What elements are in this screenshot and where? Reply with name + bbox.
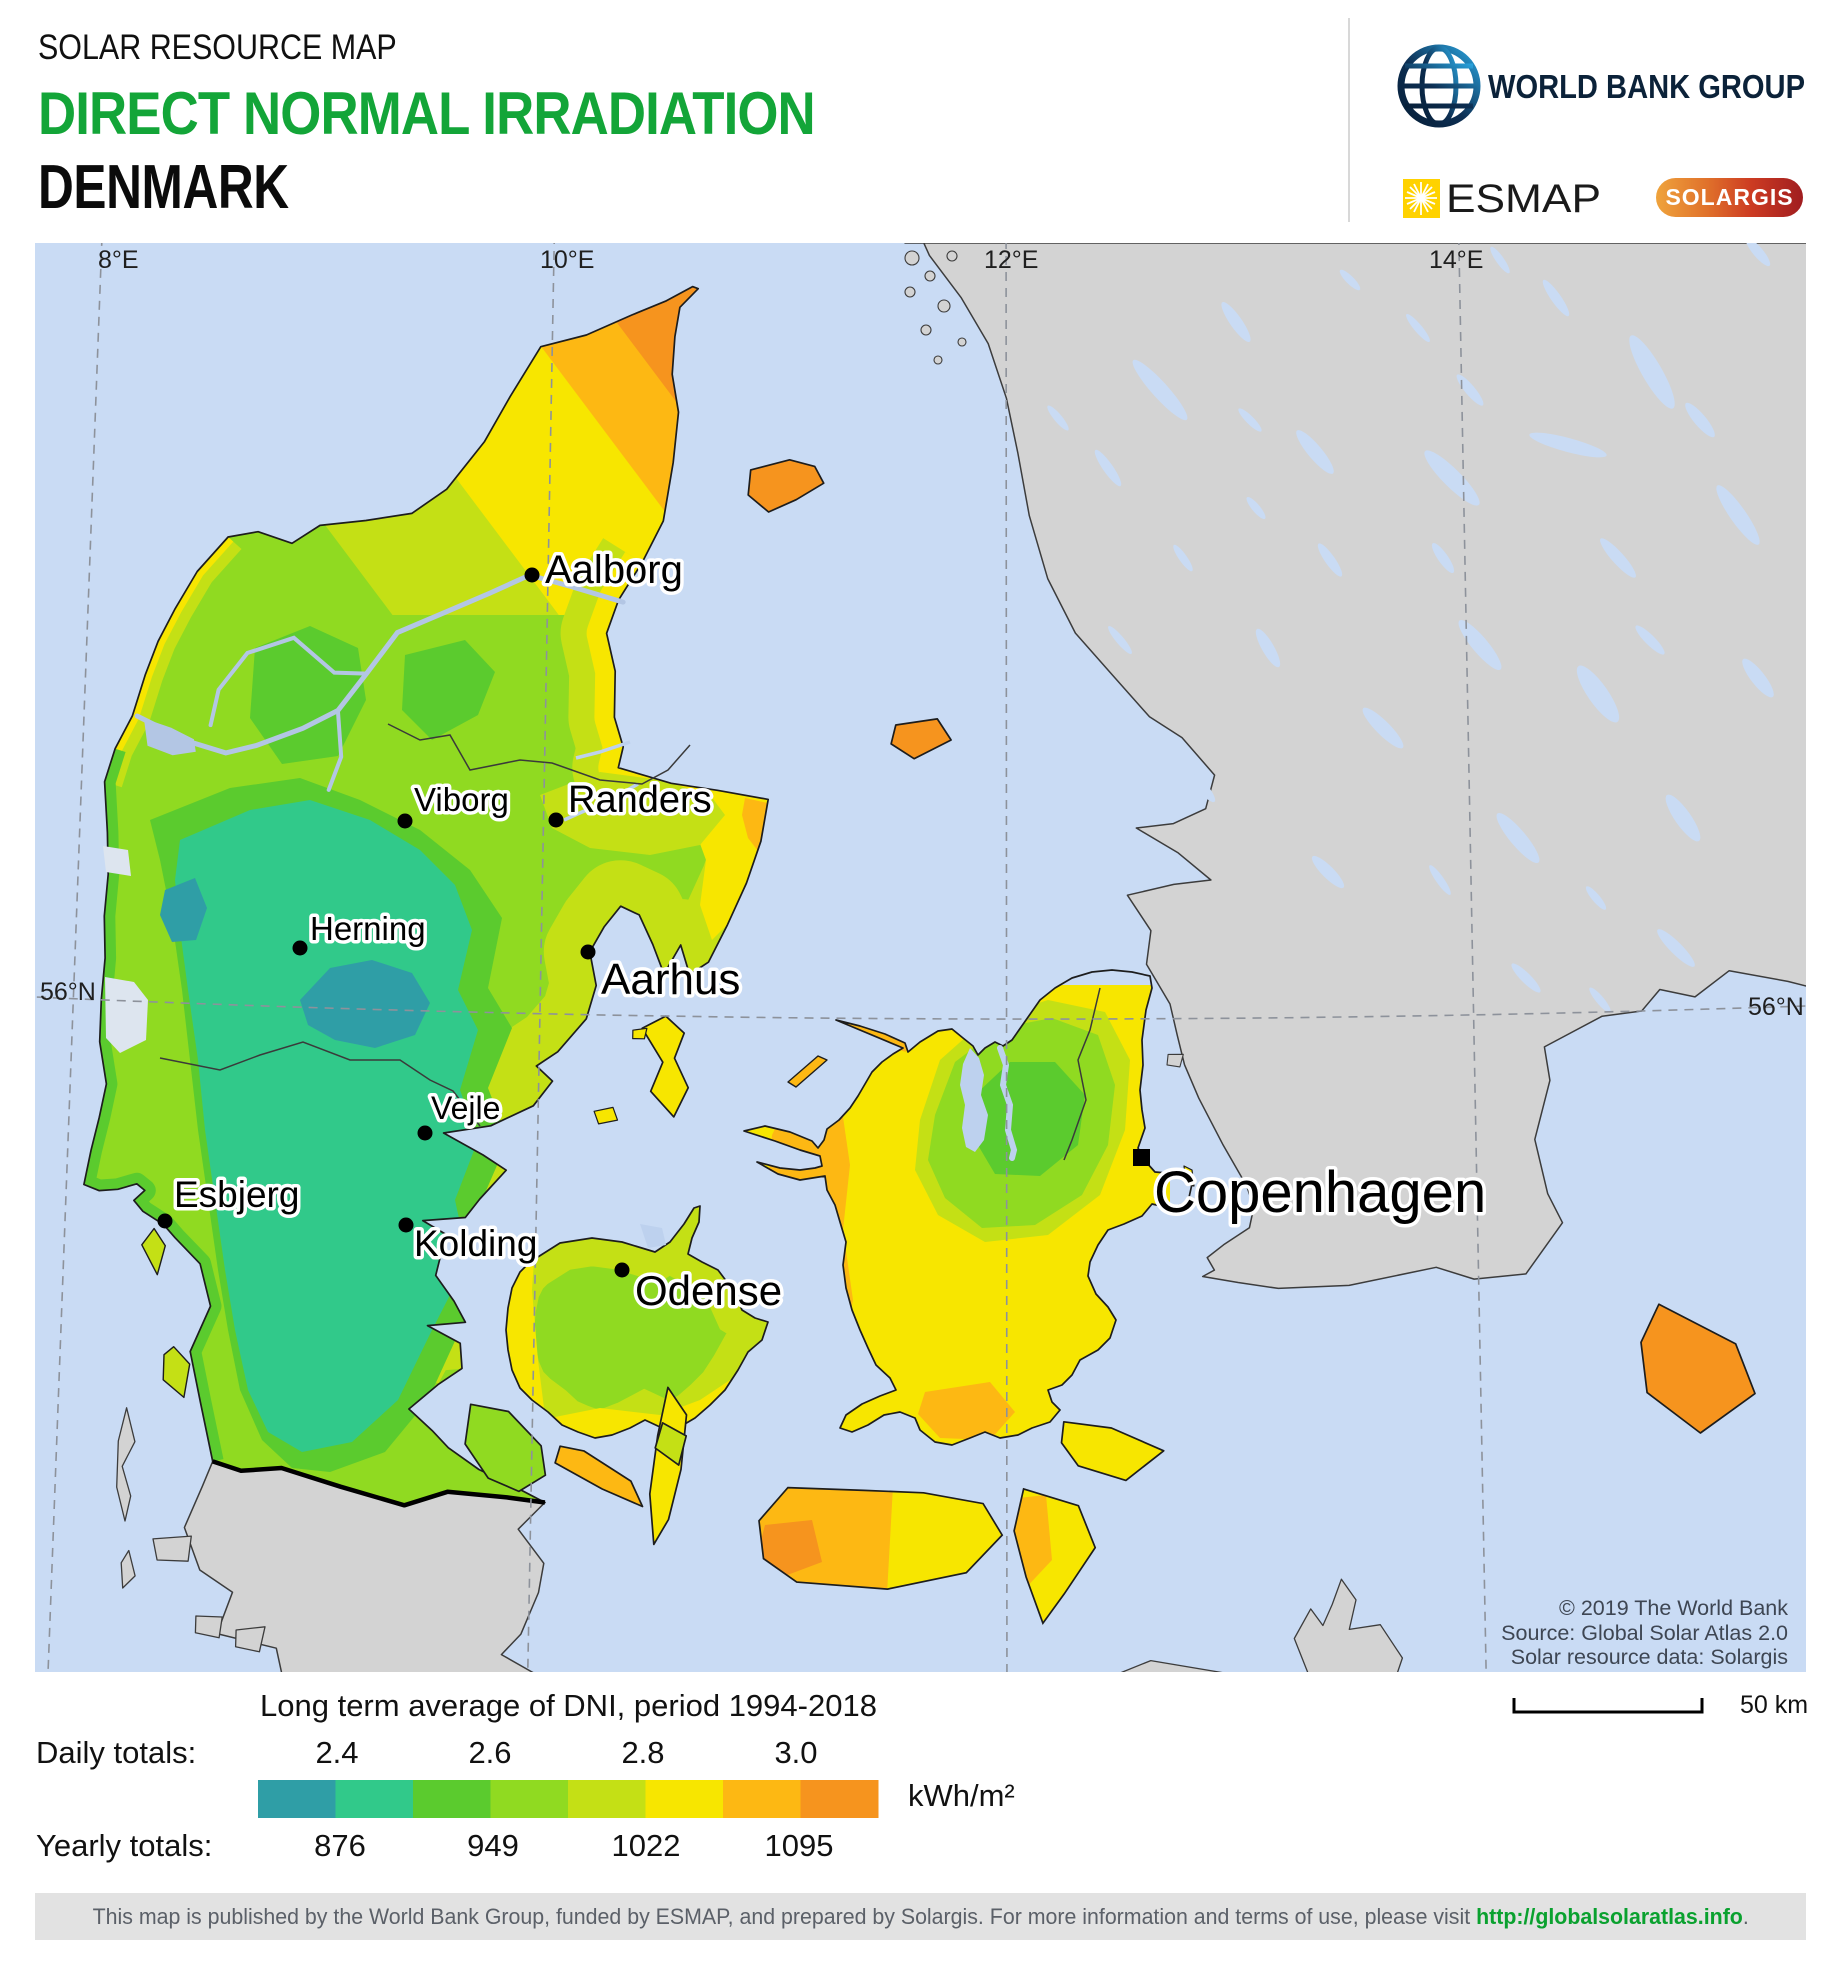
svg-text:Source: Global Solar Atlas 2.0: Source: Global Solar Atlas 2.0 — [1501, 1621, 1788, 1645]
svg-text:Aalborg: Aalborg — [545, 548, 683, 592]
svg-text:56°N: 56°N — [1748, 993, 1804, 1021]
svg-text:Viborg: Viborg — [414, 781, 509, 818]
svg-text:10°E: 10°E — [540, 246, 594, 274]
svg-text:14°E: 14°E — [1429, 246, 1483, 274]
svg-text:50 km: 50 km — [1740, 1692, 1808, 1719]
svg-text:Copenhagen: Copenhagen — [1154, 1160, 1486, 1225]
svg-text:Vejle: Vejle — [431, 1090, 500, 1126]
svg-text:WORLD BANK GROUP: WORLD BANK GROUP — [1488, 68, 1805, 105]
svg-text:Solar resource data: Solargis: Solar resource data: Solargis — [1511, 1645, 1788, 1669]
svg-text:12°E: 12°E — [984, 246, 1038, 274]
svg-text:Kolding: Kolding — [414, 1223, 537, 1264]
svg-text:Aarhus: Aarhus — [601, 955, 740, 1004]
svg-text:Odense: Odense — [635, 1267, 782, 1314]
svg-text:56°N: 56°N — [40, 978, 96, 1006]
svg-text:Herning: Herning — [310, 910, 426, 947]
svg-text:© 2019 The World Bank: © 2019 The World Bank — [1559, 1596, 1788, 1620]
svg-text:8°E: 8°E — [98, 246, 139, 274]
svg-text:ESMAP: ESMAP — [1446, 179, 1601, 218]
svg-text:Randers: Randers — [568, 779, 712, 821]
svg-text:Esbjerg: Esbjerg — [174, 1174, 299, 1215]
